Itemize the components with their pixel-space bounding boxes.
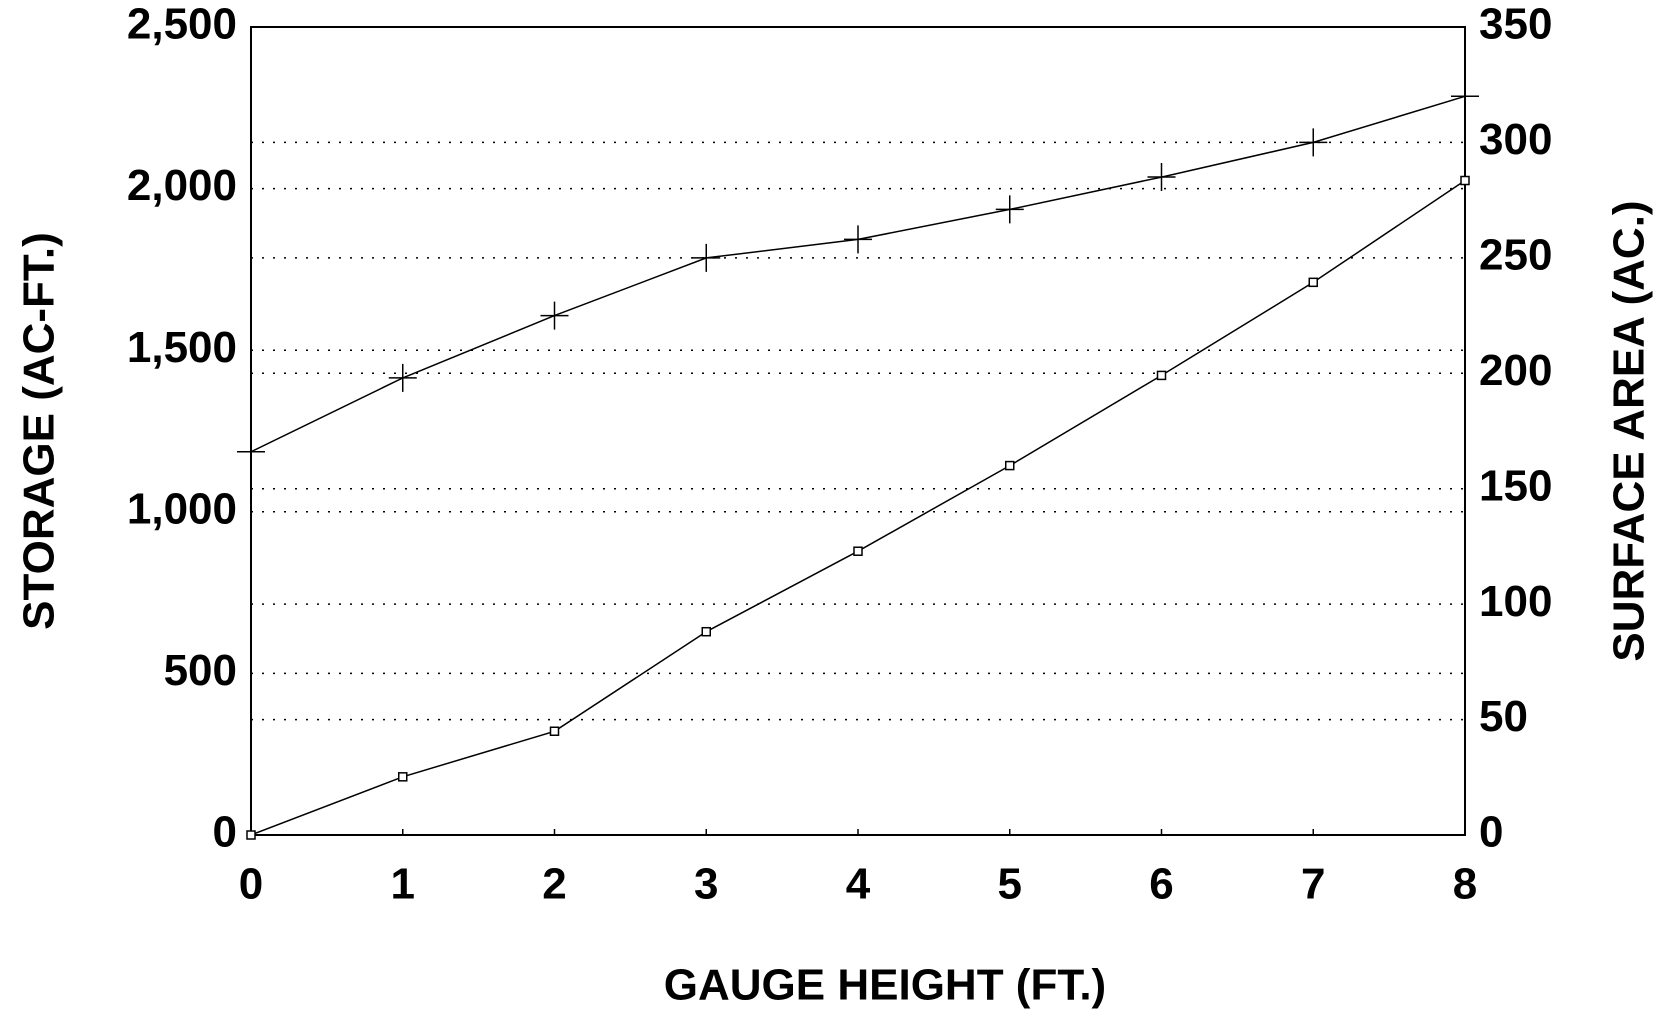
x-tick-label: 3	[694, 860, 718, 909]
plot-frame	[250, 26, 1466, 836]
y-tick-label: 2,500	[127, 0, 237, 49]
point	[237, 437, 265, 466]
x-tick-label: 5	[998, 860, 1022, 909]
x-tick-label: 7	[1301, 860, 1325, 909]
point	[1156, 370, 1167, 381]
point	[1147, 163, 1176, 192]
point	[549, 726, 560, 737]
series-line	[250, 95, 1466, 453]
point	[540, 301, 569, 330]
point	[1308, 277, 1318, 288]
y2-tick-label: 50	[1479, 692, 1528, 741]
point	[1460, 175, 1470, 186]
y-tick-label: 1,500	[127, 323, 237, 372]
point	[995, 195, 1024, 224]
y2-tick-label: 200	[1479, 346, 1552, 395]
x-tick-label: 8	[1453, 860, 1477, 909]
y-tick-label: 0	[213, 808, 237, 857]
y2-tick-label: 100	[1479, 577, 1552, 626]
y2-tick-label: 300	[1479, 115, 1552, 164]
x-tick-label: 0	[239, 860, 263, 909]
y2-tick-label: 0	[1479, 808, 1503, 857]
x-axis-title: GAUGE HEIGHT (FT.)	[664, 961, 1106, 1010]
point	[1451, 82, 1479, 111]
y-tick-label: 2,000	[127, 161, 237, 210]
point	[1005, 460, 1015, 471]
point	[844, 225, 872, 254]
point	[692, 243, 721, 272]
x-tick-label: 1	[391, 860, 415, 909]
point	[701, 626, 711, 637]
point	[246, 830, 256, 840]
point	[1299, 128, 1328, 157]
point	[388, 363, 417, 392]
y-tick-label: 1,000	[127, 484, 237, 533]
point	[398, 772, 408, 782]
y2-axis-title: SURFACE AREA (AC.)	[1605, 200, 1654, 661]
x-tick-label: 4	[846, 860, 871, 909]
y2-tick-label: 150	[1479, 461, 1552, 510]
series-line	[250, 179, 1466, 836]
y2-tick-label: 350	[1479, 0, 1552, 49]
y2-tick-label: 250	[1479, 230, 1552, 279]
point	[853, 546, 863, 556]
x-tick-label: 2	[542, 860, 566, 909]
x-tick-label: 6	[1149, 860, 1173, 909]
y-tick-label: 500	[164, 646, 237, 695]
y-axis-title: STORAGE (AC-FT.)	[15, 232, 64, 630]
